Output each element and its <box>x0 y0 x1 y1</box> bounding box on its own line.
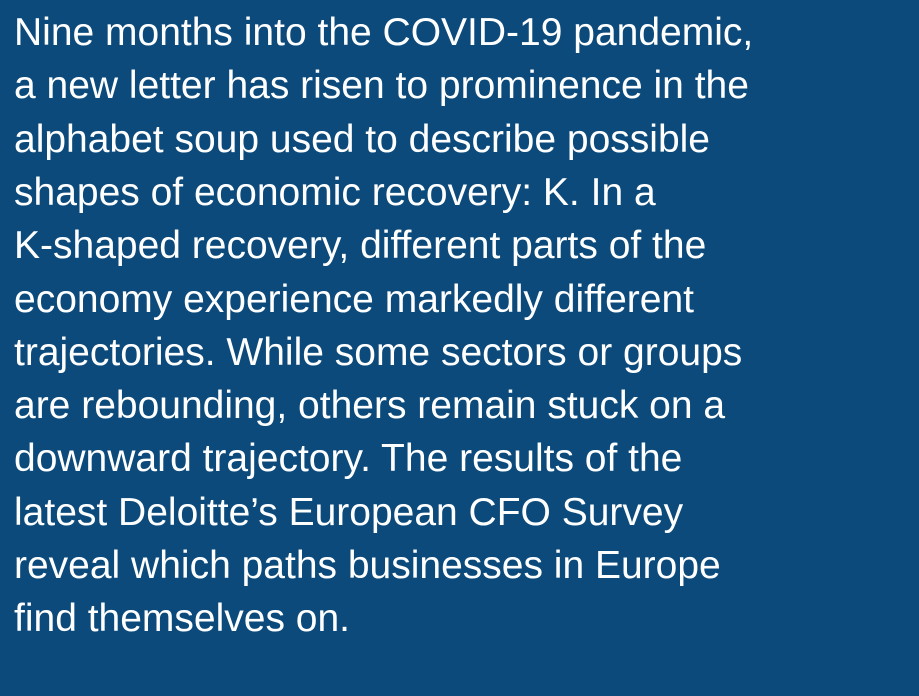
text-line: alphabet soup used to describe possible <box>14 117 710 161</box>
text-line: find themselves on. <box>14 597 351 641</box>
text-line: reveal which paths businesses in Europe <box>14 544 721 587</box>
text-line: latest Deloitte’s European CFO Survey <box>14 490 684 534</box>
text-line: K-shaped recovery, different parts of th… <box>14 224 707 268</box>
text-line: trajectories. While some sectors or grou… <box>14 330 743 374</box>
text-line: Nine months into the COVID-19 pandemic, <box>14 11 754 54</box>
text-line: are rebounding, others remain stuck on a <box>14 384 726 428</box>
text-line: economy experience markedly different <box>14 277 694 321</box>
text-line: a new letter has risen to prominence in … <box>14 64 749 108</box>
text-line: downward trajectory. The results of the <box>14 437 683 481</box>
text-line: shapes of economic recovery: K. In a <box>14 170 656 214</box>
